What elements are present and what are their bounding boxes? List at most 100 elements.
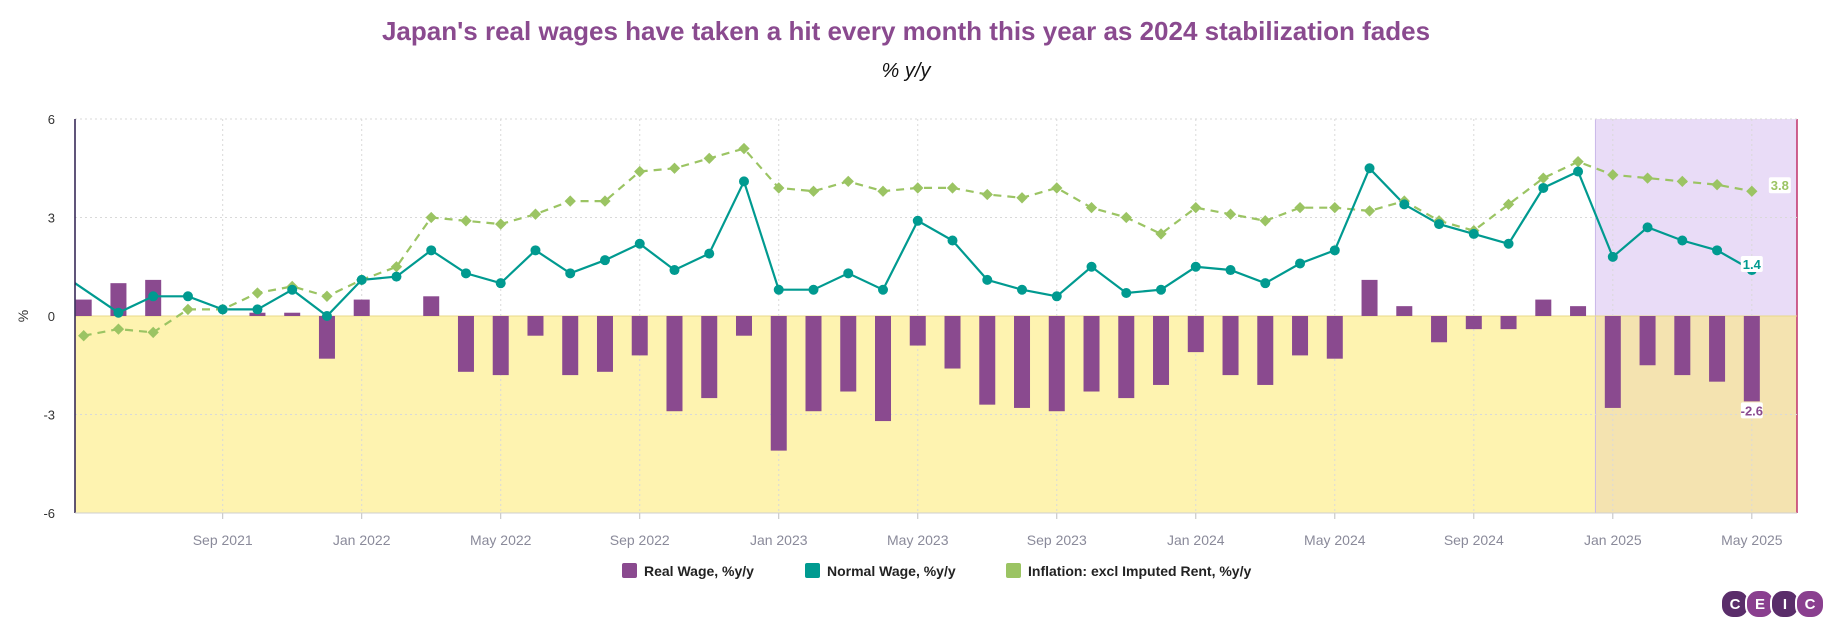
normal-wage-end-label-bg	[1740, 256, 1763, 273]
normal-wage-point	[426, 245, 437, 256]
y-tick-label: 0	[48, 309, 55, 324]
normal-wage-point	[1260, 278, 1271, 289]
normal-wage-point	[738, 176, 749, 187]
x-tick-label: May 2024	[1304, 532, 1366, 548]
real-wage-bar	[1639, 316, 1656, 366]
real-wage-bar	[735, 316, 752, 336]
inflation-point	[495, 218, 507, 230]
real-wage-bar	[1222, 316, 1239, 376]
y-tick-label: -6	[43, 506, 55, 521]
inflation-point	[1502, 198, 1515, 211]
real-wage-bar	[875, 316, 892, 422]
inflation-point	[842, 175, 854, 188]
real-wage-bar	[457, 316, 474, 372]
normal-wage-point	[565, 268, 576, 279]
real-wage-bar	[1570, 306, 1587, 316]
normal-wage-point	[1051, 291, 1062, 302]
real-wage-bar	[284, 312, 301, 316]
real-wage-end-label: -2.6	[1741, 403, 1763, 418]
real-wage-end-label-bg	[1740, 402, 1763, 419]
axis-labels: 6 3 0 -3 -6 Sep 2021 Jan 2022 May 2022 Sep 2022 J…	[15, 112, 1783, 548]
real-wage-bar	[1396, 306, 1413, 316]
real-wage-bar	[666, 316, 683, 412]
inflation-point	[1190, 201, 1202, 214]
real-wage-bar	[909, 316, 926, 346]
normal-wage-point	[1712, 245, 1723, 256]
normal-wage-point	[1225, 265, 1236, 276]
normal-wage-point	[321, 311, 332, 321]
normal-wage-point	[287, 284, 298, 295]
real-wage-bars	[75, 279, 1760, 451]
inflation-point	[981, 188, 993, 201]
normal-wage-point	[773, 284, 784, 295]
inflation-point	[946, 182, 959, 194]
end-value-labels: 3.8 1.4 -2.6	[1740, 177, 1791, 419]
y-tick-label: 3	[48, 211, 55, 226]
real-wage-bar	[596, 316, 613, 372]
inflation-point	[1746, 185, 1758, 197]
normal-wage-point	[217, 304, 228, 315]
real-wage-bar	[1326, 316, 1343, 359]
real-wage-bar	[1743, 316, 1760, 402]
inflation-point	[599, 195, 611, 207]
normal-wage-point	[460, 268, 471, 279]
real-wage-bar	[1431, 316, 1448, 343]
real-wage-bar	[1014, 316, 1031, 408]
normal-wage-point	[843, 268, 854, 279]
inflation-point	[390, 261, 403, 273]
x-tick-label: Jan 2024	[1167, 532, 1225, 548]
normal-wage-point	[252, 304, 263, 315]
inflation-point	[1363, 205, 1376, 217]
x-tick-label: Sep 2023	[1027, 532, 1087, 548]
y-axis-label: %	[15, 310, 31, 322]
normal-wage-point	[1121, 288, 1132, 299]
normal-wage-point	[356, 274, 367, 285]
legend-real-wage-label: Real Wage, %y/y	[644, 563, 754, 579]
normal-wage-end-label: 1.4	[1743, 257, 1762, 272]
normal-wage-point	[1538, 182, 1549, 193]
legend-inflation-label: Inflation: excl Imputed Rent, %y/y	[1028, 563, 1251, 579]
inflation-point	[877, 185, 889, 197]
y-tick-label: -3	[43, 408, 55, 423]
normal-wage-point	[1156, 284, 1167, 295]
real-wage-bar	[840, 316, 857, 392]
normal-wage-point	[1086, 261, 1097, 272]
real-wage-bar	[1604, 316, 1621, 408]
normal-wage-point	[182, 291, 193, 302]
inflation-point	[1051, 182, 1063, 194]
real-wage-bar	[1500, 316, 1517, 330]
normal-wage-point	[704, 248, 715, 259]
real-wage-bar	[1187, 316, 1204, 353]
inflation-point	[1294, 201, 1306, 214]
normal-wage-point	[1677, 235, 1688, 246]
legend: Real Wage, %y/y Normal Wage, %y/y Inflatio…	[622, 563, 1251, 579]
real-wage-bar	[353, 299, 370, 316]
logo-letter: C	[1795, 589, 1825, 619]
normal-wage-point	[982, 274, 993, 285]
normal-wage-point	[912, 215, 923, 226]
inflation-point	[1016, 192, 1028, 204]
real-wage-bar	[805, 316, 822, 412]
inflation-point	[1120, 211, 1132, 224]
normal-wage-point	[1190, 261, 1201, 272]
inflation-point	[738, 142, 750, 155]
inflation-point	[1329, 201, 1341, 214]
legend-normal-wage-label: Normal Wage, %y/y	[827, 563, 956, 579]
inflation-point	[564, 195, 576, 207]
real-wage-bar	[492, 316, 509, 376]
inflation-point	[668, 162, 681, 174]
axes	[74, 119, 1797, 519]
inflation-point	[1537, 172, 1549, 184]
inflation-point	[251, 287, 264, 299]
normal-wage-point	[1295, 258, 1306, 269]
normal-wage-point	[947, 235, 958, 246]
legend-normal-wage-swatch	[805, 563, 820, 578]
real-wage-bar	[75, 299, 92, 316]
normal-wage-point	[1364, 163, 1375, 174]
normal-wage-point	[495, 278, 506, 289]
real-wage-bar	[423, 296, 440, 316]
normal-wage-point	[1434, 219, 1445, 230]
inflation-point	[321, 290, 333, 302]
x-tick-label: Sep 2021	[193, 532, 253, 548]
